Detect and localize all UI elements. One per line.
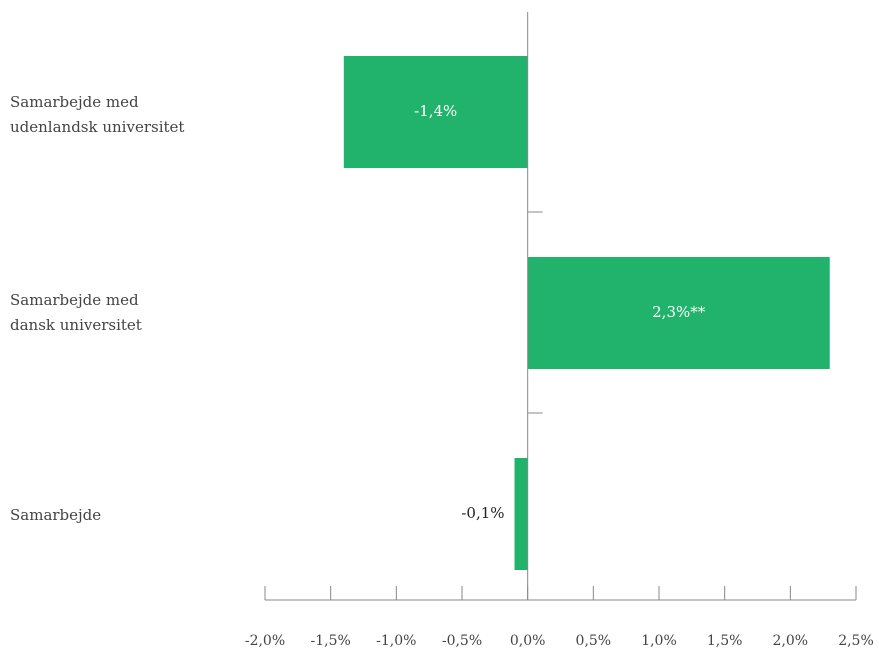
x-tick-label: -1,5%	[311, 633, 351, 649]
bar	[514, 458, 528, 570]
bar	[527, 257, 830, 369]
x-tick-label: -2,0%	[245, 633, 285, 649]
category-label: Samarbejde	[10, 506, 102, 524]
x-tick-label: 0,0%	[510, 633, 546, 649]
bar	[343, 56, 528, 168]
x-tick-label: 2,5%	[838, 633, 874, 649]
x-tick-label: 1,5%	[707, 633, 743, 649]
category-label: Samarbejde med udenlandsk universitet	[10, 93, 185, 136]
x-tick-label: 2,0%	[773, 633, 809, 649]
data-label: 2,3%**	[652, 303, 706, 321]
category-label: Samarbejde med dansk universitet	[10, 291, 142, 334]
x-tick-label: 0,5%	[576, 633, 612, 649]
data-label: -0,1%	[461, 504, 504, 522]
x-tick-label: -1,0%	[376, 633, 416, 649]
x-tick-label: 1,0%	[641, 633, 677, 649]
x-tick-label: -0,5%	[442, 633, 482, 649]
data-label: -1,4%	[414, 102, 457, 120]
